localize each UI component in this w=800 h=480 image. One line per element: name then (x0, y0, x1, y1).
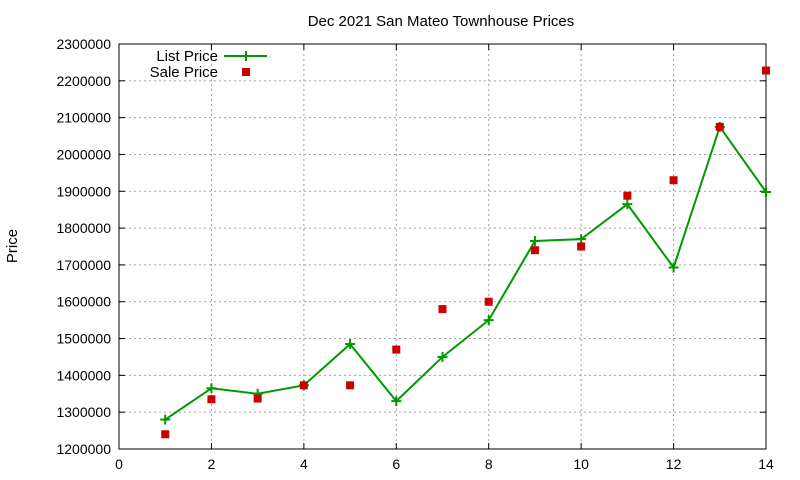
legend-label-list-price: List Price (156, 48, 218, 65)
x-tick-label: 0 (115, 456, 123, 472)
sale-price-point (623, 191, 632, 200)
y-tick-label: 1700000 (56, 257, 111, 273)
y-tick-label: 1600000 (56, 294, 111, 310)
y-tick-label: 1200000 (56, 441, 111, 457)
list-price-point (576, 234, 587, 245)
legend-sale-price-square (242, 68, 250, 76)
y-tick-label: 2000000 (56, 146, 111, 162)
list-price-point (345, 339, 356, 350)
axes (118, 43, 767, 450)
plot-border (118, 43, 767, 450)
list-price-point (529, 235, 540, 246)
list-price-line (164, 124, 767, 421)
y-axis-label: Price (4, 229, 21, 263)
list-price-point (437, 351, 448, 362)
sale-price-point (346, 381, 355, 390)
sale-price-point (392, 345, 401, 354)
chart-title: Dec 2021 San Mateo Townhouse Prices (308, 13, 575, 30)
list-price-point (668, 262, 679, 273)
y-tick-label: 1800000 (56, 220, 111, 236)
y-tick-label: 1500000 (56, 331, 111, 347)
sale-price-point (530, 246, 539, 255)
sale-price-point (669, 176, 678, 185)
legend: List Price Sale Price (150, 48, 267, 81)
x-tick-label: 14 (758, 456, 774, 472)
y-tick-label: 2100000 (56, 110, 111, 126)
sale-price-point (253, 394, 262, 403)
x-tick-label: 6 (392, 456, 400, 472)
list-price-point (622, 199, 633, 210)
sale-price-point (484, 297, 493, 306)
sale-price-point (715, 122, 724, 131)
y-tick-label: 1300000 (56, 404, 111, 420)
list-price-point (391, 396, 402, 407)
y-tick-label: 2300000 (56, 36, 111, 52)
sale-price-point (762, 66, 770, 75)
x-tick-label: 4 (300, 456, 308, 472)
x-tick-label: 8 (485, 456, 493, 472)
list-price-point (483, 315, 494, 326)
sale-price-point (577, 242, 586, 251)
sale-price-point (207, 395, 216, 404)
list-price-point (160, 414, 171, 425)
y-tick-label: 2200000 (56, 73, 111, 89)
legend-label-sale-price: Sale Price (150, 64, 218, 81)
list-price-point (206, 383, 217, 394)
sale-price-point (438, 305, 447, 314)
sale-price-point (299, 381, 308, 390)
series (160, 66, 771, 439)
sale-price-point (161, 430, 170, 439)
x-tick-label: 12 (666, 456, 682, 472)
list-price-point (761, 187, 771, 198)
y-tick-label: 1900000 (56, 183, 111, 199)
tick-labels: 0 2 4 6 8 10 12 14 1200000 1300000 1400000 1500000 1… (56, 36, 774, 472)
x-tick-label: 2 (208, 456, 216, 472)
y-tick-label: 1400000 (56, 367, 111, 383)
x-tick-label: 10 (573, 456, 589, 472)
